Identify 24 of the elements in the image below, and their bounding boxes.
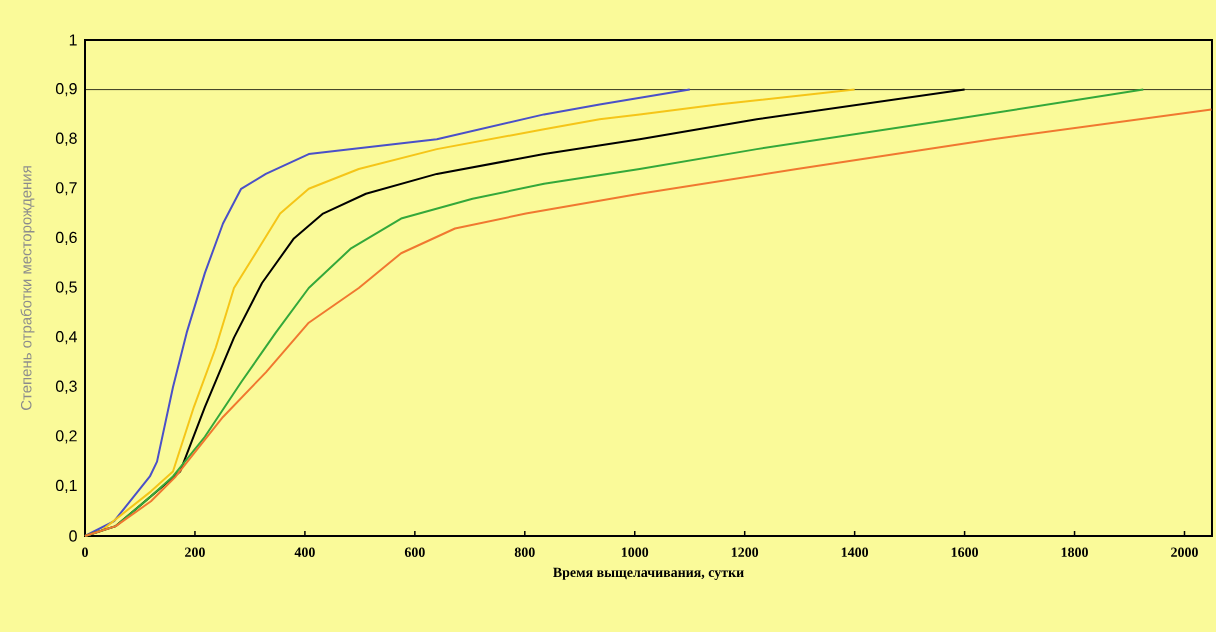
x-tick-label: 600: [404, 547, 425, 557]
y-tick-label: 0,6: [55, 231, 77, 245]
x-tick-label: 0: [82, 547, 88, 557]
y-tick-label: 0,3: [55, 380, 77, 394]
y-tick-label: 0,8: [55, 132, 77, 146]
x-tick-label: 1600: [951, 547, 979, 557]
x-tick-label: 2000: [1171, 547, 1198, 557]
y-tick-label: 0: [69, 530, 77, 542]
y-tick-label: 0,2: [55, 430, 77, 444]
x-axis-title: Время выщелачивания, сутки: [553, 567, 744, 580]
x-tick-label: 1400: [841, 547, 869, 557]
x-tick-label: 400: [294, 547, 315, 557]
y-tick-label: 0,7: [55, 182, 77, 196]
x-tick-label: 1000: [621, 547, 649, 557]
x-tick-label: 1800: [1061, 547, 1088, 557]
x-tick-label: 200: [185, 547, 205, 557]
y-axis-title: Степень отработки месторождения: [20, 166, 35, 410]
x-tick-label: 800: [514, 547, 535, 557]
y-tick-label: 0,5: [55, 281, 77, 295]
y-tick-label: 0,4: [55, 331, 78, 345]
y-tick-label: 0,9: [55, 83, 77, 97]
x-tick-label: 1200: [731, 547, 759, 557]
y-tick-label: 0,1: [55, 479, 77, 493]
y-tick-label: 1: [69, 34, 77, 46]
